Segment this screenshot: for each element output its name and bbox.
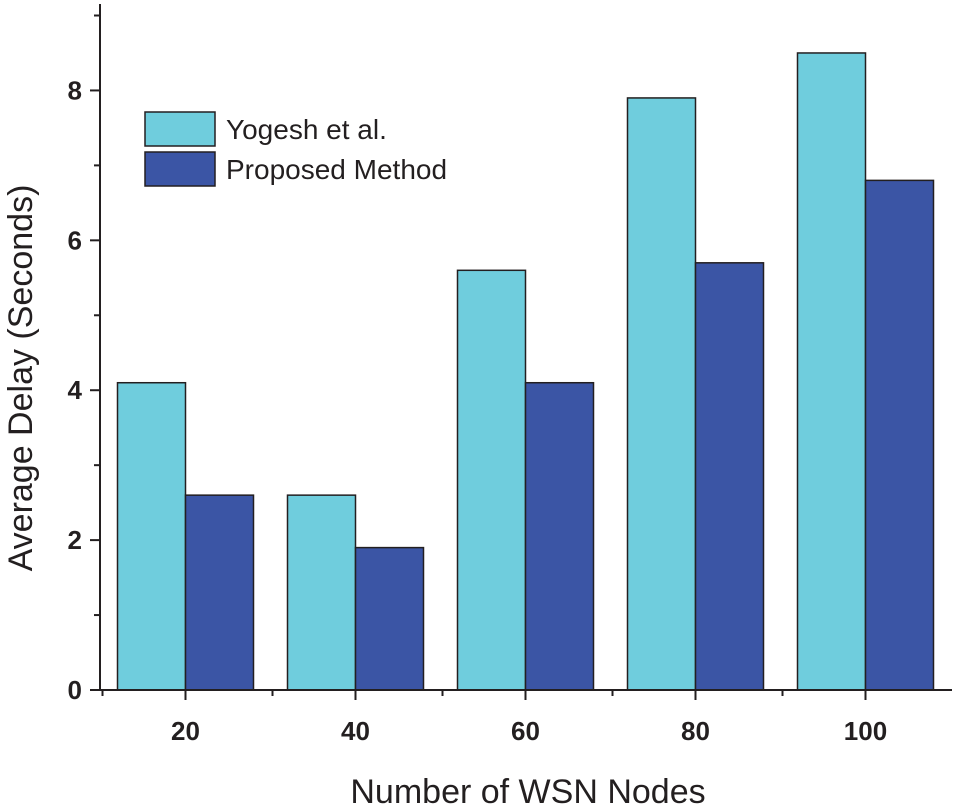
legend-swatch-yogesh — [144, 111, 216, 147]
y-tick-label-2: 2 — [68, 525, 82, 555]
y-tick-label-4: 4 — [68, 375, 83, 405]
y-axis-title: Average Delay (Seconds) — [2, 185, 40, 572]
bar-yogesh-et-al-20 — [116, 381, 187, 691]
bar-yogesh-et-al-80 — [626, 97, 697, 691]
x-ticks: 20 40 60 80 100 — [101, 690, 887, 746]
y-tick-label-8: 8 — [68, 75, 82, 105]
bar-yogesh-et-al-40 — [286, 494, 357, 691]
x-tick-label-20: 20 — [171, 716, 200, 746]
y-ticks: 0 2 4 6 8 — [68, 14, 100, 705]
bar-yogesh-et-al-60 — [456, 269, 527, 691]
legend-swatch-proposed — [144, 151, 216, 187]
legend: Yogesh et al. Proposed Method — [144, 111, 447, 187]
bar-proposed-method-20 — [184, 494, 255, 691]
legend-label-proposed: Proposed Method — [226, 154, 447, 185]
bar-proposed-method-100 — [864, 179, 935, 691]
bar-proposed-method-60 — [524, 381, 595, 691]
x-axis-title: Number of WSN Nodes — [350, 773, 705, 810]
legend-label-yogesh: Yogesh et al. — [226, 114, 387, 145]
x-tick-label-80: 80 — [681, 716, 710, 746]
bar-proposed-method-80 — [694, 262, 765, 691]
y-tick-label-6: 6 — [68, 225, 82, 255]
x-tick-label-100: 100 — [844, 716, 887, 746]
bar-yogesh-et-al-100 — [796, 52, 867, 691]
x-tick-label-40: 40 — [341, 716, 370, 746]
bars-layer — [116, 52, 935, 691]
x-tick-label-60: 60 — [511, 716, 540, 746]
bar-proposed-method-40 — [354, 546, 425, 691]
y-tick-label-0: 0 — [68, 675, 82, 705]
